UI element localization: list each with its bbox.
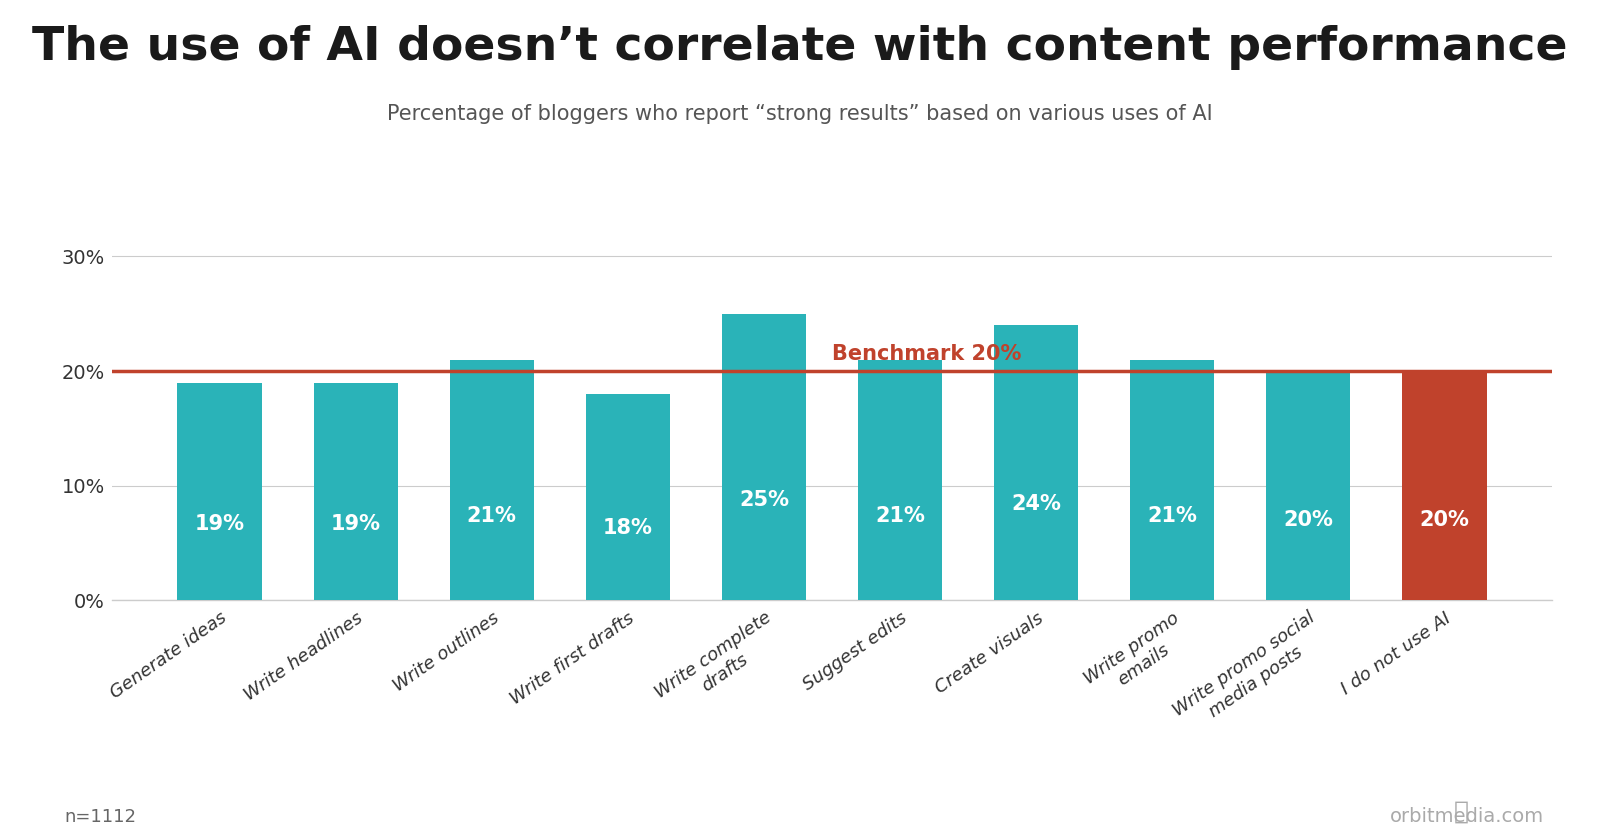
Text: 25%: 25% — [739, 490, 789, 510]
Text: 21%: 21% — [875, 506, 925, 526]
Text: 20%: 20% — [1283, 510, 1333, 530]
Bar — [994, 325, 1078, 600]
Text: 19%: 19% — [195, 515, 245, 535]
Text: 21%: 21% — [467, 506, 517, 526]
Bar — [586, 394, 670, 600]
Bar — [1130, 359, 1214, 600]
Bar — [450, 359, 534, 600]
Text: The use of AI doesn’t correlate with content performance: The use of AI doesn’t correlate with con… — [32, 25, 1568, 70]
Bar — [178, 383, 262, 600]
Bar — [314, 383, 398, 600]
Text: orbitmedia.com: orbitmedia.com — [1390, 806, 1544, 826]
Text: 19%: 19% — [331, 515, 381, 535]
Bar — [1402, 371, 1486, 600]
Text: 24%: 24% — [1011, 495, 1061, 514]
Text: 21%: 21% — [1147, 506, 1197, 526]
Text: 20%: 20% — [1419, 510, 1469, 530]
Bar — [858, 359, 942, 600]
Text: ⦾: ⦾ — [1454, 800, 1469, 824]
Text: Benchmark 20%: Benchmark 20% — [832, 344, 1021, 364]
Bar — [722, 314, 806, 600]
Bar — [1266, 371, 1350, 600]
Text: 18%: 18% — [603, 518, 653, 538]
Text: n=1112: n=1112 — [64, 807, 136, 826]
Text: Percentage of bloggers who report “strong results” based on various uses of AI: Percentage of bloggers who report “stron… — [387, 104, 1213, 124]
